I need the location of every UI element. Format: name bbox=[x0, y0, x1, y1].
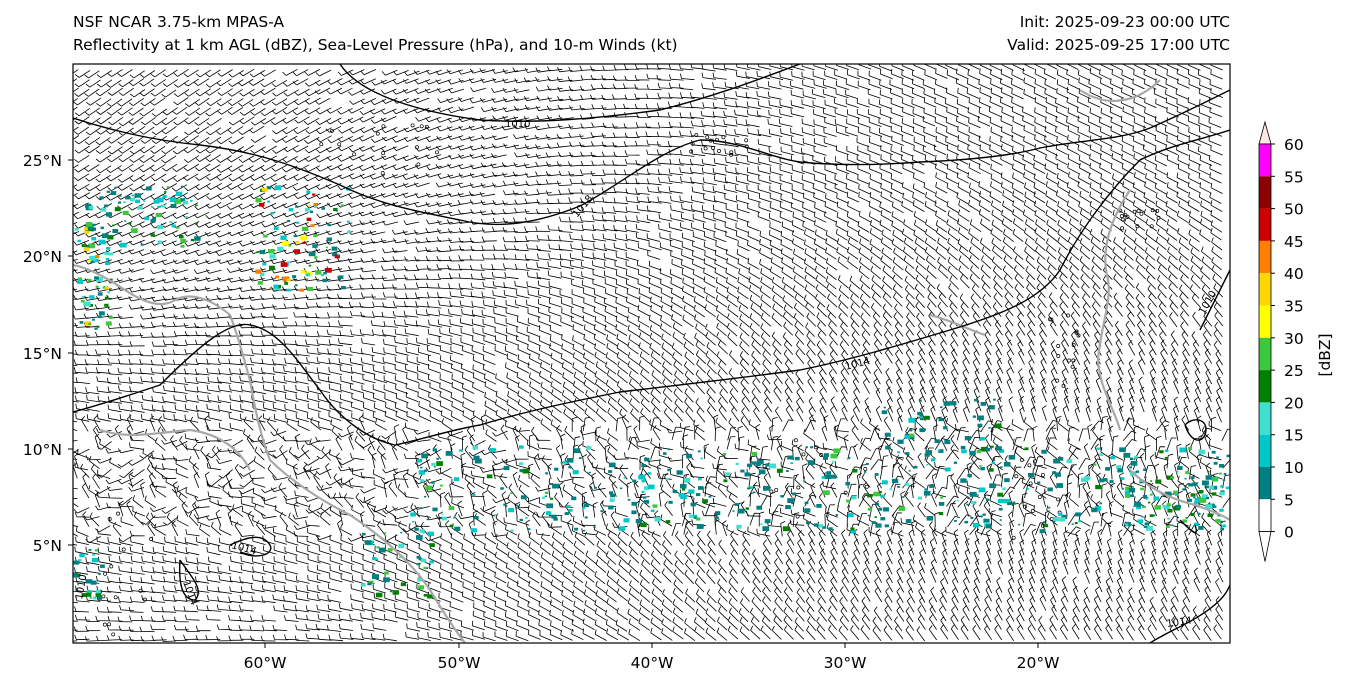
init-time: Init: 2025-09-23 00:00 UTC bbox=[1019, 13, 1230, 31]
colorbar-segment bbox=[1259, 499, 1271, 532]
colorbar-segment bbox=[1259, 370, 1271, 403]
colorbar-segment bbox=[1259, 144, 1271, 177]
lon-label: 40°W bbox=[631, 654, 674, 672]
colorbar-tick-label: 10 bbox=[1284, 459, 1304, 477]
map-panel bbox=[73, 64, 1230, 643]
colorbar-label: [dBZ] bbox=[1316, 333, 1334, 376]
colorbar-segment bbox=[1259, 467, 1271, 500]
colorbar-segment bbox=[1259, 402, 1271, 435]
valid-time: Valid: 2025-09-25 17:00 UTC bbox=[1007, 36, 1230, 54]
lat-axis: 25°N 20°N 15°N 10°N 5°N bbox=[23, 152, 73, 555]
isobar-label: 1014 bbox=[1166, 616, 1193, 630]
colorbar-extend-max bbox=[1258, 120, 1272, 145]
colorbar-tick-label: 0 bbox=[1284, 524, 1294, 542]
colorbar-segment bbox=[1259, 176, 1271, 209]
colorbar-tick-label: 55 bbox=[1284, 168, 1304, 186]
lon-axis: 60°W 50°W 40°W 30°W 20°W bbox=[244, 643, 1060, 672]
reflectivity-layer bbox=[73, 185, 1230, 600]
colorbar-segment bbox=[1259, 273, 1271, 306]
colorbar-tick-label: 45 bbox=[1284, 233, 1304, 251]
lon-label: 20°W bbox=[1017, 654, 1060, 672]
fields-subtitle: Reflectivity at 1 km AGL (dBZ), Sea-Leve… bbox=[73, 36, 678, 54]
lat-label: 5°N bbox=[33, 537, 62, 555]
colorbar-segment bbox=[1259, 240, 1271, 274]
isobar-label: 1010 bbox=[505, 119, 530, 130]
wind-barbs-layer bbox=[73, 64, 1230, 642]
lat-label: 15°N bbox=[23, 345, 62, 363]
colorbar-extend-min bbox=[1258, 531, 1272, 562]
model-title: NSF NCAR 3.75-km MPAS-A bbox=[73, 13, 285, 31]
colorbar-tick-label: 50 bbox=[1284, 201, 1304, 219]
colorbar-tick-label: 15 bbox=[1284, 427, 1304, 445]
lat-label: 25°N bbox=[23, 152, 62, 170]
colorbar-tick-label: 35 bbox=[1284, 298, 1304, 316]
colorbar-tick-label: 25 bbox=[1284, 362, 1304, 380]
lon-label: 50°W bbox=[438, 654, 481, 672]
colorbar-segment bbox=[1259, 208, 1271, 241]
colorbar-tick-label: 5 bbox=[1284, 491, 1294, 509]
lat-label: 10°N bbox=[23, 441, 62, 459]
colorbar-tick-label: 40 bbox=[1284, 265, 1304, 283]
lon-label: 30°W bbox=[824, 654, 867, 672]
colorbar-segment bbox=[1259, 305, 1271, 338]
lon-label: 60°W bbox=[244, 654, 287, 672]
colorbar-segment bbox=[1259, 434, 1271, 467]
colorbar-segment bbox=[1259, 337, 1271, 371]
coastlines bbox=[73, 79, 1230, 643]
colorbar-tick-label: 60 bbox=[1284, 136, 1304, 154]
isobar-label: 1010 bbox=[74, 574, 89, 601]
lat-label: 20°N bbox=[23, 248, 62, 266]
colorbar-tick-label: 20 bbox=[1284, 394, 1304, 412]
isobars bbox=[73, 64, 1230, 643]
colorbar-tick-label: 30 bbox=[1284, 330, 1304, 348]
